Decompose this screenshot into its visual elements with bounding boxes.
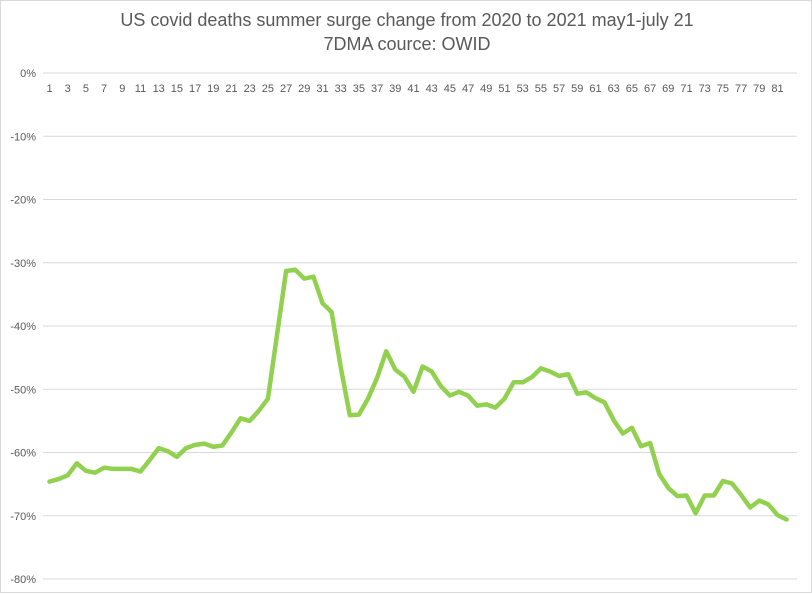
x-tick-label: 45	[444, 83, 456, 95]
y-tick-label: -50%	[10, 384, 36, 396]
x-tick-label: 15	[171, 83, 183, 95]
x-tick-label: 81	[771, 83, 783, 95]
x-tick-label: 55	[535, 83, 547, 95]
x-tick-label: 5	[83, 83, 89, 95]
y-tick-label: -30%	[10, 258, 36, 270]
series-line	[50, 270, 787, 520]
x-tick-label: 35	[353, 83, 365, 95]
x-tick-label: 47	[462, 83, 474, 95]
x-tick-label: 65	[626, 83, 638, 95]
gridlines	[43, 73, 797, 579]
x-tick-label: 75	[717, 83, 729, 95]
x-tick-label: 51	[498, 83, 510, 95]
line-chart: 0%-10%-20%-30%-40%-50%-60%-70%-80% 13579…	[1, 1, 812, 594]
y-tick-label: -40%	[10, 321, 36, 333]
x-tick-label: 27	[280, 83, 292, 95]
chart-container: US covid deaths summer surge change from…	[0, 0, 812, 593]
x-tick-label: 59	[571, 83, 583, 95]
x-tick-label: 33	[335, 83, 347, 95]
x-tick-label: 37	[371, 83, 383, 95]
x-tick-label: 21	[225, 83, 237, 95]
series-layer	[49, 270, 786, 520]
x-tick-label: 53	[517, 83, 529, 95]
y-tick-label: -60%	[10, 448, 36, 460]
x-tick-label: 17	[189, 83, 201, 95]
x-tick-label: 31	[316, 83, 328, 95]
y-tick-label: 0%	[20, 68, 36, 80]
x-tick-label: 25	[262, 83, 274, 95]
x-tick-label: 61	[589, 83, 601, 95]
x-tick-label: 9	[119, 83, 125, 95]
x-tick-label: 79	[753, 83, 765, 95]
y-axis-ticks: 0% -10% -20% -30% -40% -50% -60% -70% -80%	[10, 68, 36, 586]
x-tick-label: 11	[135, 83, 146, 95]
y-tick-label: -10%	[10, 131, 36, 143]
x-tick-label: 7	[101, 83, 107, 95]
x-tick-label: 23	[244, 83, 256, 95]
x-tick-label: 41	[407, 83, 419, 95]
x-tick-label: 39	[389, 83, 401, 95]
x-tick-label: 73	[699, 83, 711, 95]
x-tick-label: 13	[153, 83, 165, 95]
y-tick-label: -70%	[10, 511, 36, 523]
x-tick-label: 71	[680, 83, 692, 95]
x-tick-label: 3	[65, 83, 71, 95]
y-tick-label: -80%	[10, 574, 36, 586]
x-tick-label: 1	[46, 83, 52, 95]
x-tick-label: 57	[553, 83, 565, 95]
x-tick-label: 69	[662, 83, 674, 95]
y-tick-label: -20%	[10, 195, 36, 207]
x-tick-label: 19	[207, 83, 219, 95]
x-tick-label: 29	[298, 83, 310, 95]
x-tick-label: 77	[735, 83, 747, 95]
x-tick-label: 49	[480, 83, 492, 95]
x-tick-label: 67	[644, 83, 656, 95]
x-tick-label: 43	[426, 83, 438, 95]
x-tick-label: 63	[608, 83, 620, 95]
